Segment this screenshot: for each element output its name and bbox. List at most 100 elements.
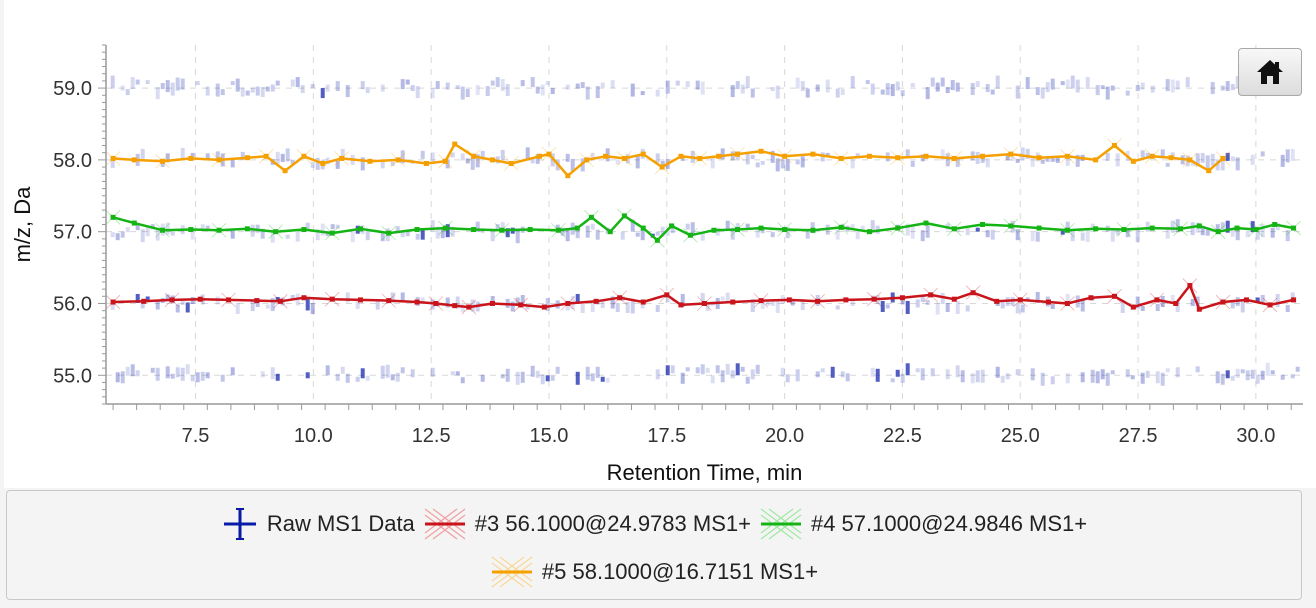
raw-data-point (1165, 162, 1170, 167)
data-point (895, 155, 901, 161)
raw-data-point (1140, 305, 1145, 311)
raw-data-point (1090, 223, 1095, 228)
raw-data-point (940, 77, 945, 87)
data-point (1215, 229, 1221, 235)
legend-item-series-5[interactable]: #5 58.1000@16.7151 MS1+ (490, 553, 818, 591)
raw-data-point (1025, 77, 1030, 90)
raw-data-point (275, 373, 280, 381)
raw-data-point (1035, 87, 1040, 96)
raw-data-point (140, 148, 145, 159)
data-point (928, 292, 934, 298)
raw-data-point (820, 152, 825, 162)
data-point (970, 290, 976, 296)
raw-data-point (1220, 85, 1225, 91)
raw-data-point (720, 296, 725, 301)
raw-data-point (485, 86, 490, 97)
raw-data-point (115, 233, 120, 241)
raw-data-point (740, 366, 745, 372)
data-point (414, 299, 420, 305)
raw-data-point (900, 300, 905, 305)
raw-data-point (685, 367, 690, 372)
data-point (815, 298, 821, 304)
raw-data-point (1205, 229, 1210, 236)
raw-data-point (1210, 82, 1215, 95)
data-point (1064, 227, 1070, 233)
legend-item-series-4[interactable]: #4 57.1000@24.9846 MS1+ (759, 505, 1087, 543)
raw-data-point (785, 158, 790, 171)
data-point (565, 173, 571, 179)
chart[interactable]: 55.0 56.0 57.0 58.0 59.0 7.5 10.0 12.5 15.0 17.5 2… (0, 0, 1316, 490)
raw-data-point (430, 152, 435, 162)
raw-data-point (1235, 76, 1240, 89)
raw-data-point (460, 153, 465, 161)
raw-data-point (1195, 366, 1200, 373)
raw-data-point (795, 369, 800, 382)
raw-data-point (900, 90, 905, 97)
raw-data-point (745, 376, 750, 384)
raw-data-point (1260, 224, 1265, 238)
raw-data-point (1275, 293, 1280, 307)
raw-data-point (1140, 82, 1145, 90)
raw-data-point (1170, 79, 1175, 93)
raw-data-point (545, 81, 550, 86)
data-point (659, 164, 665, 170)
raw-data-point (525, 147, 530, 161)
raw-data-point (530, 158, 535, 164)
raw-data-point (535, 153, 540, 164)
raw-data-point (1035, 231, 1040, 242)
legend-item-series-3[interactable]: #3 56.1000@24.9783 MS1+ (423, 505, 751, 543)
raw-data-point (185, 364, 190, 375)
data-point (603, 153, 609, 159)
raw-data-point (290, 79, 295, 87)
raw-data-point (620, 231, 625, 240)
raw-data-point (915, 368, 920, 373)
raw-data-point (315, 229, 320, 241)
data-point (273, 229, 279, 235)
raw-data-point (1020, 147, 1025, 161)
raw-data-point (1230, 228, 1235, 237)
raw-data-point (1175, 367, 1180, 378)
home-button[interactable] (1238, 48, 1302, 96)
raw-data-point (235, 78, 240, 92)
raw-data-point (110, 75, 115, 89)
raw-data-point (140, 229, 145, 243)
raw-data-point (490, 295, 495, 303)
raw-data-point (1095, 371, 1100, 384)
raw-data-point (380, 84, 385, 92)
raw-data-point (165, 222, 170, 235)
legend-item-raw[interactable]: Raw MS1 Data (221, 505, 415, 543)
raw-data-point (695, 367, 700, 374)
raw-data-point (155, 367, 160, 381)
raw-data-point (665, 294, 670, 303)
data-point (442, 158, 448, 164)
raw-data-point (1215, 159, 1220, 171)
raw-data-point (825, 79, 830, 93)
raw-data-point (1045, 157, 1050, 162)
raw-data-point (510, 301, 515, 312)
raw-data-point (555, 224, 560, 229)
raw-data-point (990, 89, 995, 95)
data-point (621, 213, 627, 219)
raw-data-point (1080, 299, 1085, 312)
data-point (395, 157, 401, 163)
raw-data-point (190, 152, 195, 157)
raw-data-point (865, 80, 870, 85)
raw-data-point (640, 91, 645, 96)
raw-data-point (590, 152, 595, 161)
raw-data-point (880, 300, 885, 312)
raw-data-point (390, 161, 395, 166)
data-point (810, 227, 816, 233)
raw-data-point (345, 85, 350, 98)
raw-data-point (205, 153, 210, 161)
raw-data-point (910, 226, 915, 239)
raw-data-point (230, 158, 235, 168)
raw-data-point (310, 302, 315, 314)
raw-data-point (1135, 85, 1140, 92)
data-point (423, 160, 429, 166)
raw-data-point (570, 158, 575, 171)
plot-area[interactable] (4, 0, 1316, 488)
raw-data-point (285, 148, 290, 162)
raw-data-point (775, 85, 780, 99)
raw-data-point (1030, 156, 1035, 167)
raw-data-point (1080, 372, 1085, 383)
